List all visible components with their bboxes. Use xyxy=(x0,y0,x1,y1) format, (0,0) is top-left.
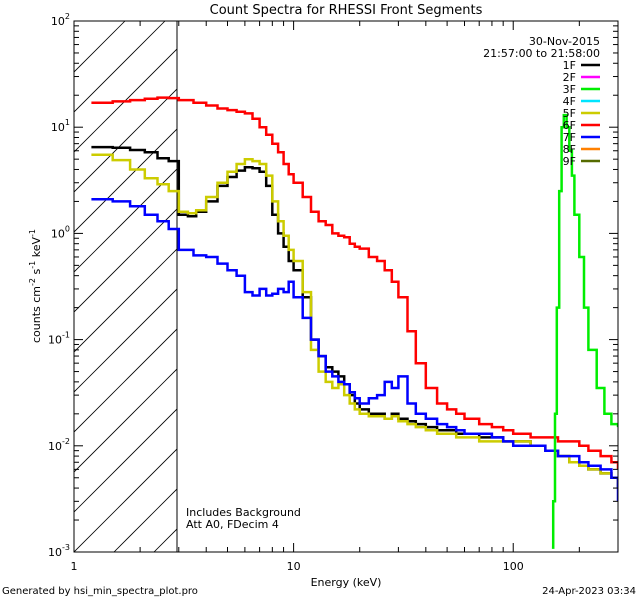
x-axis-label: Energy (keV) xyxy=(311,576,382,589)
hatch-line xyxy=(74,288,177,393)
legend-label-6F: 6F xyxy=(563,119,576,132)
legend-label-3F: 3F xyxy=(563,83,576,96)
hatch-line xyxy=(74,208,177,313)
legend-label-5F: 5F xyxy=(563,107,576,120)
y-tick-label: 10-1 xyxy=(48,331,70,347)
series-7F-line xyxy=(91,197,618,502)
x-tick-label: 1 xyxy=(71,560,78,573)
axis-ticks: 1 10 100 10-3 10-2 10-1 100 101 102 xyxy=(48,12,619,573)
date-label: 30-Nov-2015 xyxy=(529,35,600,48)
footer-timestamp: 24-Apr-2023 03:34 xyxy=(542,586,636,597)
legend-label-9F: 9F xyxy=(563,155,576,168)
series-5F-line xyxy=(91,153,618,483)
hatch-line xyxy=(474,21,640,552)
y-tick-label: 102 xyxy=(51,12,70,28)
hatch-line xyxy=(74,88,177,193)
hatch-line xyxy=(234,21,640,552)
hatch-line xyxy=(74,21,126,73)
footer-generated-by: Generated by hsi_min_spectra_plot.pro xyxy=(2,586,198,597)
legend-label-4F: 4F xyxy=(563,95,576,108)
plot-frame xyxy=(73,20,619,553)
legend-label-8F: 8F xyxy=(563,143,576,156)
legend-label-1F: 1F xyxy=(563,59,576,72)
hatch-line xyxy=(74,328,177,433)
y-axis-label: counts cm-2 s-1 keV-1 xyxy=(28,229,43,343)
hatch-line xyxy=(74,368,177,473)
hatch-line xyxy=(74,448,177,552)
hatch-line xyxy=(74,248,177,353)
y-tick-label: 100 xyxy=(51,224,70,240)
hatch-line xyxy=(634,21,640,552)
series-3F-line xyxy=(551,113,618,549)
x-tick-label: 10 xyxy=(287,560,301,573)
hatch-line xyxy=(74,21,166,113)
hatch-line xyxy=(74,48,177,153)
y-tick-label: 101 xyxy=(51,118,70,134)
hatch-line xyxy=(74,408,177,513)
chart-title: Count Spectra for RHESSI Front Segments xyxy=(210,3,483,18)
annotation-attenuator: Att A0, FDecim 4 xyxy=(186,518,279,531)
hatched-region xyxy=(74,21,640,552)
time-range-label: 21:57:00 to 21:58:00 xyxy=(483,47,600,60)
x-tick-label: 100 xyxy=(503,560,524,573)
hatch-line xyxy=(74,168,177,273)
y-tick-label: 10-3 xyxy=(48,543,70,559)
legend-label-7F: 7F xyxy=(563,131,576,144)
annotation-background: Includes Background xyxy=(186,506,301,519)
hatch-line xyxy=(514,21,640,552)
y-tick-label: 10-2 xyxy=(48,437,70,453)
legend-label-2F: 2F xyxy=(563,71,576,84)
series-6F-line xyxy=(91,96,618,470)
series-group xyxy=(91,96,618,549)
